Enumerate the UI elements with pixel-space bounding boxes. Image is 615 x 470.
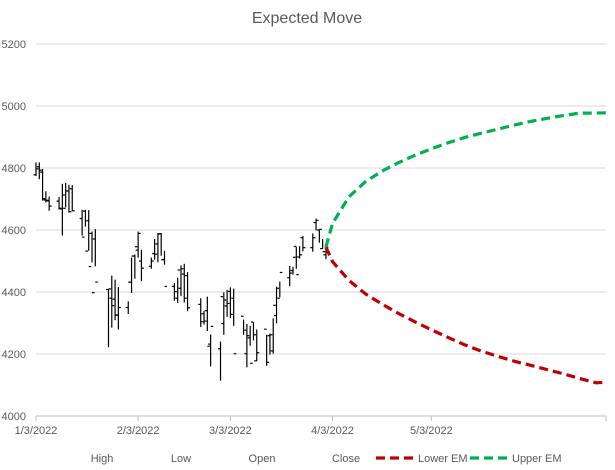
ohlc-bar <box>66 184 72 213</box>
ohlc-bar <box>59 183 65 236</box>
ohlc-bar <box>56 197 62 210</box>
ohlc-bar <box>40 168 46 201</box>
ohlc-bar <box>112 279 118 321</box>
ohlc-bar <box>185 272 191 312</box>
ohlc-bar <box>152 238 158 260</box>
y-axis-tick-labels: 4000 4200 4400 4600 4800 5000 5200 <box>2 39 26 423</box>
ohlc-bar <box>92 229 98 283</box>
ohlc-bar <box>264 328 270 366</box>
ohlc-bar <box>300 235 306 252</box>
ohlc-bar <box>267 333 273 355</box>
ohlc-bar <box>125 281 131 315</box>
y-tick-label: 4200 <box>2 349 26 361</box>
ohlc-bar <box>178 265 184 297</box>
ohlc-bar <box>158 233 164 261</box>
ohlc-bar <box>155 233 161 263</box>
ohlc-bar <box>244 323 250 368</box>
y-tick-label: 5200 <box>2 39 26 51</box>
ohlc-bar <box>46 196 52 211</box>
legend-label: Close <box>332 453 360 465</box>
legend-label: Open <box>249 453 276 465</box>
ohlc-bar <box>171 283 177 301</box>
upper-em-line <box>324 111 607 248</box>
legend-item: Lower EM <box>376 453 468 465</box>
ohlc-bar <box>198 298 204 328</box>
ohlc-bar <box>310 233 316 252</box>
ohlc-bar <box>105 288 111 348</box>
ohlc-bar <box>79 209 85 238</box>
ohlc-bar <box>86 210 92 268</box>
ohlc-bar <box>36 162 42 180</box>
legend-label: High <box>91 453 114 465</box>
legend-item: Open <box>249 453 276 465</box>
ohlc-bar <box>277 271 283 299</box>
ohlc-bar <box>320 238 326 253</box>
legend-label: Lower EM <box>418 453 468 465</box>
ohlc-bar <box>313 218 319 231</box>
ohlc-bar <box>138 249 144 282</box>
ohlc-bar <box>148 257 154 269</box>
x-axis: 1/3/2022 2/3/2022 3/3/2022 4/3/2022 5/3/2022 <box>15 415 607 437</box>
ohlc-bar <box>247 325 253 364</box>
y-tick-label: 4400 <box>2 287 26 299</box>
ohlc-bars <box>33 162 329 381</box>
ohlc-bar <box>115 287 121 330</box>
y-tick-label: 5000 <box>2 101 26 113</box>
ohlc-bar <box>175 269 181 303</box>
legend-item: Low <box>171 453 191 465</box>
ohlc-bar <box>227 287 233 319</box>
x-tick-label: 2/3/2022 <box>117 425 160 437</box>
y-tick-label: 4000 <box>2 411 26 423</box>
ohlc-bar <box>109 275 115 328</box>
ohlc-bar <box>254 329 260 362</box>
ohlc-bar <box>290 256 296 275</box>
ohlc-bar <box>204 296 210 347</box>
lower-em-line <box>324 246 607 385</box>
ohlc-bar <box>43 191 49 203</box>
ohlc-bar <box>231 288 237 355</box>
ohlc-bar <box>69 185 75 212</box>
ohlc-bar <box>201 310 207 325</box>
ohlc-bar <box>287 265 293 287</box>
ohlc-bar <box>33 162 39 177</box>
chart-title: Expected Move <box>252 10 362 27</box>
ohlc-bar <box>63 182 69 209</box>
ohlc-bar <box>221 292 227 335</box>
ohlc-bar <box>129 255 135 293</box>
ohlc-bar <box>89 231 95 294</box>
ohlc-bar <box>250 321 256 341</box>
ohlc-bar <box>82 209 88 252</box>
gridlines <box>36 43 606 355</box>
ohlc-bar <box>316 228 322 243</box>
legend-item: High <box>91 453 114 465</box>
x-tick-label: 1/3/2022 <box>15 425 58 437</box>
ohlc-bar <box>161 250 167 288</box>
y-tick-label: 4600 <box>2 225 26 237</box>
legend-label: Upper EM <box>512 453 562 465</box>
ohlc-bar <box>293 245 299 276</box>
ohlc-bar <box>224 289 230 317</box>
ohlc-bar <box>181 263 187 303</box>
y-tick-label: 4800 <box>2 163 26 175</box>
x-tick-label: 3/3/2022 <box>209 425 252 437</box>
expected-move-lines <box>324 111 607 385</box>
ohlc-bar <box>274 286 280 324</box>
ohlc-bar <box>218 296 224 381</box>
ohlc-bar <box>297 246 303 259</box>
ohlc-bar <box>132 246 138 279</box>
ohlc-bar <box>208 325 214 367</box>
ohlc-bar <box>241 315 247 335</box>
x-tick-label: 5/3/2022 <box>410 425 453 437</box>
legend-label: Low <box>171 453 191 465</box>
legend-item: Upper EM <box>470 453 562 465</box>
ohlc-bar <box>270 304 276 354</box>
ohlc-bar <box>135 231 141 258</box>
legend: High Low Open Close Lower EM Upper EM <box>91 453 562 465</box>
x-tick-label: 4/3/2022 <box>311 425 354 437</box>
legend-item: Close <box>332 453 360 465</box>
